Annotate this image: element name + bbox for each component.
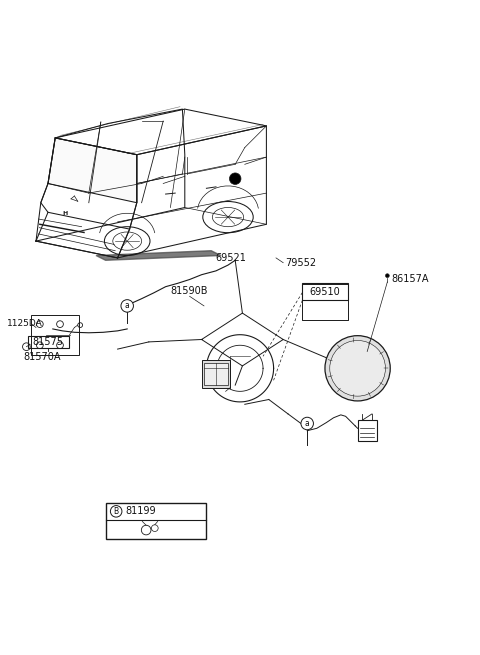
Text: 86157A: 86157A xyxy=(391,274,429,284)
Text: a: a xyxy=(125,301,130,310)
Bar xyxy=(31,314,79,355)
Bar xyxy=(106,502,206,538)
Bar xyxy=(358,420,377,441)
Text: B: B xyxy=(114,507,119,516)
Circle shape xyxy=(110,506,122,517)
Text: 81199: 81199 xyxy=(126,506,156,516)
Text: 1125DA: 1125DA xyxy=(7,319,43,328)
Circle shape xyxy=(301,417,313,430)
Text: a: a xyxy=(305,419,310,428)
Bar xyxy=(204,362,228,384)
Text: 69521: 69521 xyxy=(215,253,246,263)
Circle shape xyxy=(121,299,133,312)
Bar xyxy=(28,335,69,348)
Text: 81575: 81575 xyxy=(33,337,64,347)
Circle shape xyxy=(385,274,389,278)
Circle shape xyxy=(229,173,241,185)
Bar xyxy=(202,360,230,388)
Polygon shape xyxy=(96,251,221,260)
Text: 81570A: 81570A xyxy=(23,352,60,362)
Text: H: H xyxy=(62,211,67,215)
Circle shape xyxy=(330,341,385,396)
Text: 81590B: 81590B xyxy=(171,286,208,296)
Text: 69510: 69510 xyxy=(310,287,340,297)
Circle shape xyxy=(325,335,390,401)
Text: 79552: 79552 xyxy=(286,257,317,268)
Polygon shape xyxy=(48,138,137,202)
Bar xyxy=(302,284,348,300)
